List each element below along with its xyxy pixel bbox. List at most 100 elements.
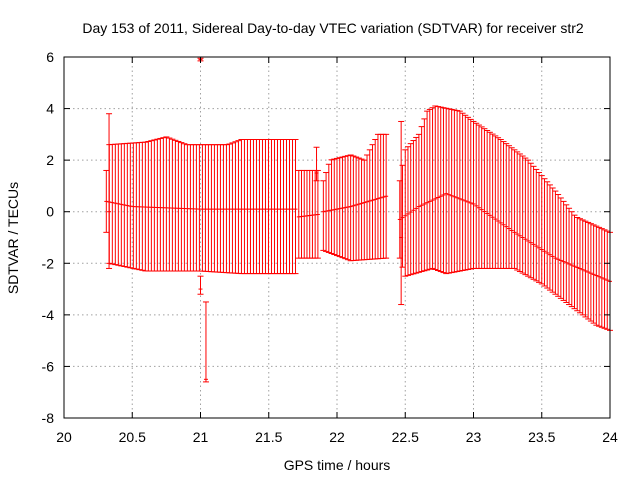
error-bar bbox=[139, 141, 146, 271]
error-bar bbox=[398, 120, 405, 306]
error-bar bbox=[112, 143, 119, 266]
error-bar bbox=[495, 137, 502, 269]
error-bar bbox=[555, 194, 562, 297]
error-bar bbox=[516, 153, 523, 273]
y-tick-label: 6 bbox=[46, 49, 54, 65]
error-bar bbox=[121, 143, 128, 267]
error-bar bbox=[199, 144, 206, 272]
error-bar bbox=[364, 154, 371, 261]
error-bar bbox=[426, 108, 433, 270]
error-bar bbox=[136, 142, 143, 271]
error-bar bbox=[497, 139, 504, 269]
error-bar bbox=[265, 139, 272, 275]
error-bar bbox=[241, 139, 248, 275]
error-bar bbox=[459, 112, 466, 272]
error-bar bbox=[437, 106, 444, 273]
y-tick-label: 2 bbox=[46, 152, 54, 168]
error-bar bbox=[298, 169, 305, 259]
error-bar bbox=[519, 155, 526, 274]
error-bar bbox=[259, 139, 266, 275]
error-bar bbox=[283, 139, 290, 275]
error-bar bbox=[202, 301, 209, 383]
error-bar bbox=[175, 140, 182, 272]
error-bar bbox=[190, 144, 197, 272]
error-bar bbox=[250, 139, 257, 275]
x-tick-label: 23 bbox=[466, 429, 482, 445]
error-bar bbox=[157, 137, 164, 272]
x-tick-label: 22.5 bbox=[392, 429, 419, 445]
error-bar bbox=[536, 172, 543, 283]
error-bar bbox=[277, 139, 284, 275]
error-bar bbox=[208, 144, 215, 273]
chart-title: Day 153 of 2011, Sidereal Day-to-day VTE… bbox=[82, 20, 584, 36]
error-bar bbox=[440, 107, 447, 274]
error-bar bbox=[568, 211, 575, 308]
error-bar bbox=[404, 146, 411, 276]
error-bar bbox=[187, 144, 194, 272]
error-bar bbox=[313, 146, 320, 182]
error-bar bbox=[443, 107, 450, 275]
error-bar bbox=[533, 168, 540, 282]
error-bar bbox=[220, 144, 227, 273]
error-bar bbox=[587, 223, 594, 322]
error-bar bbox=[339, 156, 346, 259]
error-bar bbox=[151, 139, 158, 272]
x-tick-label: 23.5 bbox=[528, 429, 555, 445]
error-bar bbox=[585, 221, 592, 320]
error-bar bbox=[361, 159, 368, 261]
error-bar bbox=[197, 275, 204, 295]
error-bar bbox=[429, 107, 436, 269]
y-tick-label: 4 bbox=[46, 101, 54, 117]
error-bar bbox=[320, 180, 327, 251]
error-bar bbox=[492, 135, 499, 269]
error-bar bbox=[410, 140, 417, 275]
error-bar bbox=[154, 138, 161, 272]
error-bar bbox=[503, 143, 510, 269]
error-bar bbox=[124, 142, 131, 268]
error-bar bbox=[505, 145, 512, 269]
error-bar bbox=[336, 157, 343, 258]
error-bar bbox=[229, 142, 236, 274]
error-bar bbox=[314, 169, 321, 259]
error-bar bbox=[214, 144, 221, 273]
error-bar bbox=[604, 230, 611, 330]
error-bar bbox=[196, 144, 203, 272]
error-bar bbox=[530, 165, 537, 280]
error-bar bbox=[424, 110, 431, 271]
error-bar bbox=[344, 155, 351, 261]
error-bar bbox=[262, 139, 269, 275]
error-bar bbox=[549, 187, 556, 293]
error-bar bbox=[226, 143, 233, 274]
error-bar bbox=[334, 157, 340, 257]
error-bar bbox=[511, 149, 518, 269]
error-bar bbox=[253, 139, 260, 275]
error-bar bbox=[484, 129, 491, 269]
error-bar bbox=[448, 108, 455, 274]
y-axis-ticks: -8 -6 -4 -2 0 2 4 6 bbox=[42, 49, 610, 426]
error-bar bbox=[432, 105, 439, 270]
error-bar bbox=[169, 138, 176, 272]
error-bar bbox=[244, 139, 251, 275]
error-bar bbox=[301, 169, 308, 259]
x-axis-ticks: 20 20.5 21 21.5 22 22.5 23 23.5 24 bbox=[56, 57, 618, 445]
error-bar bbox=[527, 162, 534, 279]
error-bar bbox=[563, 204, 570, 303]
error-bar bbox=[211, 144, 218, 273]
error-bar bbox=[358, 158, 365, 261]
error-bar bbox=[596, 226, 603, 327]
error-bar bbox=[247, 139, 254, 275]
error-bar bbox=[546, 184, 553, 291]
x-tick-label: 20 bbox=[56, 429, 72, 445]
error-bar bbox=[303, 169, 310, 259]
error-bar bbox=[582, 220, 589, 318]
error-bar bbox=[421, 118, 428, 272]
error-bar bbox=[292, 139, 299, 275]
error-bar bbox=[574, 216, 581, 312]
error-bar bbox=[579, 219, 586, 316]
error-bar bbox=[465, 116, 472, 270]
error-bar bbox=[193, 144, 200, 272]
x-tick-label: 22 bbox=[329, 429, 345, 445]
error-bar bbox=[508, 147, 515, 269]
error-bar bbox=[295, 169, 302, 259]
error-bar bbox=[544, 181, 551, 289]
